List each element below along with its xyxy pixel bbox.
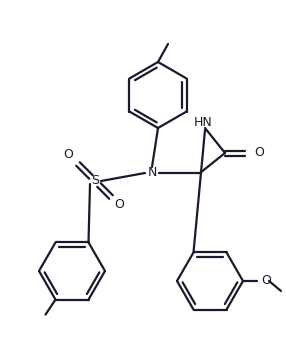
Text: O: O: [254, 146, 264, 160]
Text: O: O: [63, 149, 73, 162]
Text: S: S: [91, 174, 99, 187]
Text: N: N: [147, 167, 157, 179]
Text: O: O: [114, 198, 124, 211]
Text: O: O: [261, 275, 271, 287]
Text: HN: HN: [194, 116, 212, 130]
